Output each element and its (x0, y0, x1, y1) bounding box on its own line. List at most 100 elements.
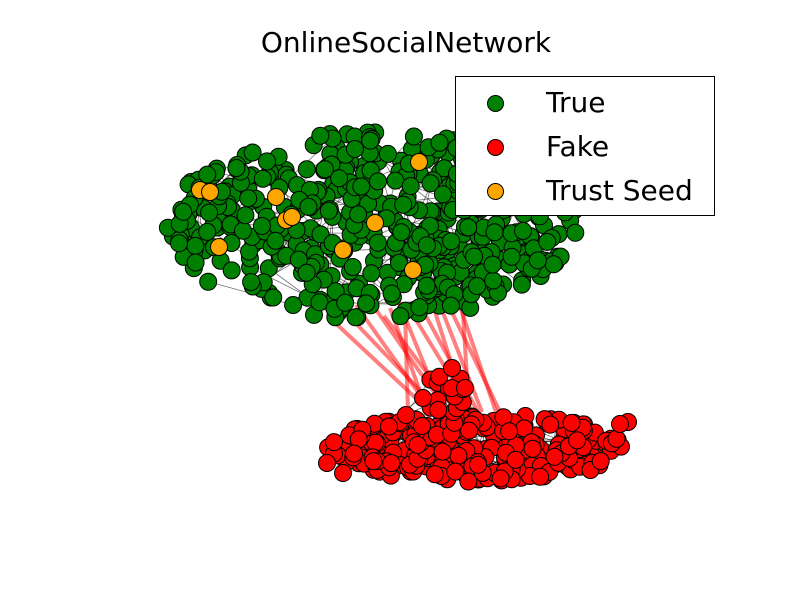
true-node (361, 131, 380, 150)
true-node (392, 223, 411, 242)
true-node (310, 293, 329, 312)
true-node (239, 189, 258, 208)
fake-node (430, 367, 449, 386)
fake-node (443, 359, 461, 377)
fake-node (545, 447, 564, 466)
true-node (222, 261, 241, 280)
fake-node (429, 400, 448, 419)
legend-marker-trust-seed (487, 183, 504, 200)
fake-node (591, 452, 610, 471)
true-node (485, 223, 504, 242)
trust-seed-node (410, 153, 428, 171)
true-node (394, 195, 413, 214)
fake-node (469, 455, 487, 474)
fake-node (364, 452, 383, 471)
internal-edge (288, 138, 333, 179)
true-node (538, 232, 557, 251)
fake-node (325, 433, 343, 452)
trust-seed-node (404, 261, 422, 279)
true-nodes (158, 123, 585, 327)
fake-node (425, 465, 444, 484)
legend-item-trust-seed: Trust Seed (456, 165, 714, 209)
fake-node (562, 413, 581, 432)
true-node (430, 133, 449, 152)
true-node (357, 294, 376, 313)
true-node (528, 251, 547, 270)
true-node (297, 263, 316, 282)
true-node (349, 205, 368, 224)
legend-item-true: True (456, 77, 714, 121)
true-node (326, 282, 345, 301)
true-node (433, 185, 452, 204)
fake-node (611, 415, 629, 433)
true-node (311, 126, 330, 145)
trust-seed-node (283, 208, 301, 226)
fake-nodes (318, 359, 637, 491)
legend-label-trust-seed: Trust Seed (546, 174, 693, 207)
true-node (441, 296, 460, 315)
fake-node (380, 417, 398, 436)
trust-seed-node (201, 183, 219, 201)
fake-node (568, 431, 587, 450)
true-node (198, 165, 217, 184)
true-node (200, 203, 219, 222)
true-node (186, 253, 205, 272)
fake-node (459, 472, 478, 491)
fake-node (541, 415, 560, 434)
fake-node (382, 454, 401, 473)
attack-edge (436, 299, 484, 413)
legend-marker-true (487, 95, 504, 112)
true-node (401, 177, 420, 195)
legend-marker-fake (487, 139, 504, 156)
fake-node (433, 442, 452, 461)
fake-node (491, 469, 510, 488)
true-node (362, 264, 381, 283)
fake-node (506, 450, 525, 469)
true-node (544, 255, 563, 274)
true-node (289, 250, 308, 269)
true-node (410, 298, 429, 317)
true-node (198, 222, 217, 241)
fake-node (408, 436, 427, 454)
fake-node (456, 379, 474, 397)
fake-node (531, 467, 550, 486)
true-node (242, 273, 261, 291)
true-node (236, 206, 255, 225)
true-node (227, 159, 246, 177)
true-node (264, 288, 283, 307)
trust-seed-nodes (191, 153, 428, 279)
fake-node (523, 439, 542, 458)
true-node (468, 277, 487, 295)
true-node (252, 217, 271, 235)
fake-node (397, 406, 415, 424)
true-node (243, 143, 262, 162)
fake-node (500, 422, 519, 441)
true-node (386, 171, 405, 190)
fake-node (318, 454, 336, 472)
true-node (514, 221, 532, 240)
true-node (483, 255, 502, 274)
true-node (336, 293, 355, 312)
true-node (421, 174, 440, 193)
true-node (266, 231, 285, 250)
chart-title: OnlineSocialNetwork (260, 26, 552, 59)
fake-node (414, 389, 432, 407)
true-node (319, 201, 338, 220)
fake-node (345, 444, 363, 463)
true-node (442, 232, 461, 251)
fake-node (449, 446, 468, 465)
true-node (502, 247, 521, 266)
true-node (391, 307, 410, 326)
true-node (345, 140, 364, 158)
fake-node (413, 417, 431, 435)
true-node (174, 202, 193, 221)
true-node (404, 127, 423, 146)
true-node (484, 271, 503, 290)
trust-seed-node (334, 241, 352, 259)
attack-edge (446, 303, 502, 413)
true-node (297, 160, 316, 179)
fake-node (607, 429, 626, 448)
legend-item-fake: Fake (456, 121, 714, 165)
legend-label-fake: Fake (546, 130, 610, 163)
